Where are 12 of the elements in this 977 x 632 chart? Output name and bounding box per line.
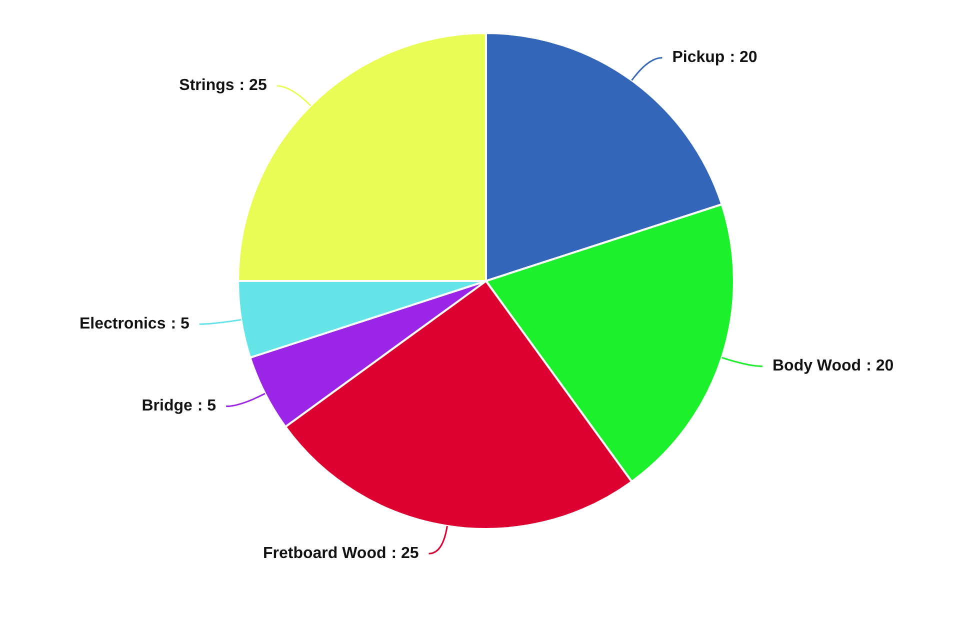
- data-label: : 25: [239, 77, 267, 94]
- data-label: : 5: [170, 316, 190, 333]
- data-label: : 20: [730, 49, 758, 66]
- data-label: : 25: [391, 545, 419, 562]
- slice-label: Bridge: [142, 398, 193, 415]
- slice-label: Electronics: [79, 316, 166, 333]
- slice-label: Fretboard Wood: [263, 545, 386, 562]
- slice-label: Body Wood: [772, 358, 862, 375]
- data-label: : 20: [866, 358, 894, 375]
- data-label: : 5: [197, 398, 216, 415]
- slice-label: Strings: [179, 77, 234, 94]
- slice-label: Pickup: [672, 49, 725, 66]
